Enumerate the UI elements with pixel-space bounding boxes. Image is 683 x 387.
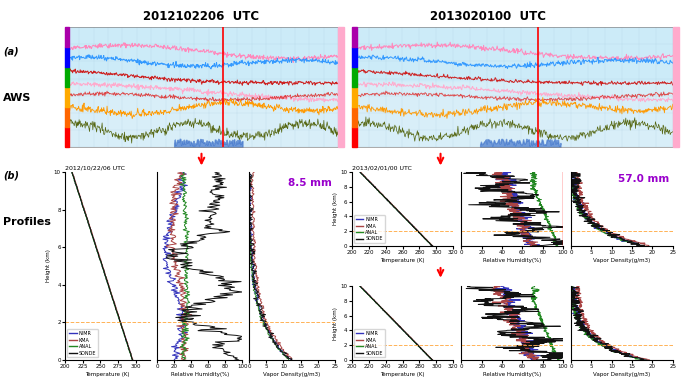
Legend: NIMR, KMA, ANAL, SONDE: NIMR, KMA, ANAL, SONDE [68, 329, 98, 358]
Bar [352, 47, 357, 67]
Bar [338, 27, 344, 147]
Text: (a): (a) [3, 46, 19, 57]
Bar [65, 127, 69, 147]
X-axis label: Vapor Density(g/m3): Vapor Density(g/m3) [264, 372, 320, 377]
Bar [673, 27, 679, 147]
Bar [65, 27, 338, 81]
Bar [65, 27, 69, 47]
Text: 8.5 mm: 8.5 mm [288, 178, 332, 188]
Text: Profiles: Profiles [3, 217, 51, 227]
Bar [65, 81, 338, 147]
Bar [65, 67, 69, 87]
Text: AWS: AWS [3, 93, 32, 103]
Bar [352, 27, 673, 81]
Y-axis label: Height (km): Height (km) [333, 193, 338, 226]
X-axis label: Vapor Density(g/m3): Vapor Density(g/m3) [594, 258, 651, 263]
Bar [65, 47, 69, 67]
Legend: NIMR, KMA, ANAL, SONDE: NIMR, KMA, ANAL, SONDE [354, 215, 385, 243]
Text: 2013/02/01/00 UTC: 2013/02/01/00 UTC [352, 165, 412, 170]
X-axis label: Temperature (K): Temperature (K) [85, 372, 130, 377]
Bar [352, 87, 357, 107]
X-axis label: Vapor Density(g/m3): Vapor Density(g/m3) [594, 372, 651, 377]
Bar [352, 27, 357, 47]
X-axis label: Relative Humidity(%): Relative Humidity(%) [483, 372, 542, 377]
X-axis label: Temperature (K): Temperature (K) [380, 258, 425, 263]
Text: (b): (b) [3, 170, 19, 180]
Text: 2013020100  UTC: 2013020100 UTC [430, 10, 546, 23]
Bar [65, 87, 69, 107]
Legend: NIMR, KMA, ANAL, SONDE: NIMR, KMA, ANAL, SONDE [354, 329, 385, 358]
Bar [352, 67, 357, 87]
Y-axis label: Height (km): Height (km) [46, 250, 51, 283]
X-axis label: Relative Humidity(%): Relative Humidity(%) [483, 258, 542, 263]
X-axis label: Temperature (K): Temperature (K) [380, 372, 425, 377]
Y-axis label: Height (km): Height (km) [333, 307, 338, 339]
Bar [352, 81, 673, 147]
Bar [352, 127, 357, 147]
Bar [65, 107, 69, 127]
Text: 57.0 mm: 57.0 mm [619, 175, 670, 185]
Text: 2012/10/22/06 UTC: 2012/10/22/06 UTC [65, 165, 125, 170]
Bar [352, 107, 357, 127]
Text: 2012102206  UTC: 2012102206 UTC [143, 10, 260, 23]
X-axis label: Relative Humidity(%): Relative Humidity(%) [171, 372, 229, 377]
